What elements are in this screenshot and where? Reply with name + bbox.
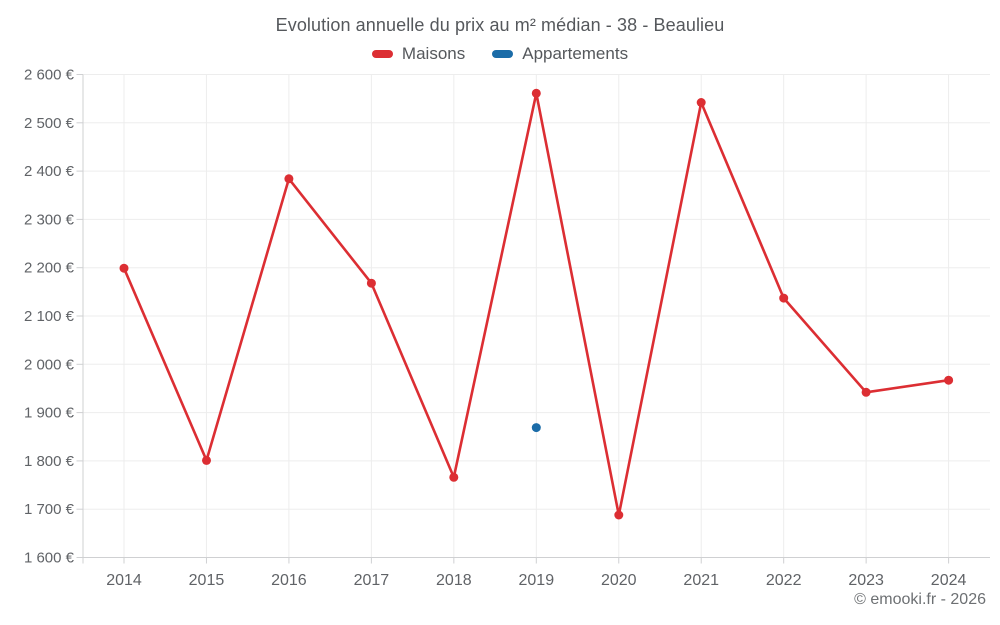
legend-label-maisons: Maisons [401,44,466,63]
data-point-maisons[interactable] [366,278,376,288]
y-tick-label: 2 400 € [24,163,75,180]
data-point-maisons[interactable] [696,98,706,107]
y-tick-label: 2 000 € [24,356,75,373]
x-tick-label: 2021 [683,572,719,589]
copyright-note: © emooki.fr - 2026 [854,591,986,608]
legend-swatch-maisons [371,50,393,58]
data-point-maisons[interactable] [779,293,789,303]
legend-item-maisons[interactable]: Maisons [371,44,466,64]
data-point-maisons[interactable] [449,472,459,482]
x-tick-label: 2022 [766,572,802,589]
legend-swatch-appartements [492,50,514,58]
y-tick-label: 2 600 € [24,67,75,84]
data-point-maisons[interactable] [614,510,624,520]
y-tick-label: 2 100 € [24,308,75,325]
x-tick-label: 2015 [189,572,225,589]
data-point-appartements[interactable] [531,423,541,433]
data-point-maisons[interactable] [944,375,954,385]
x-tick-label: 2024 [931,572,967,589]
y-tick-label: 2 200 € [24,260,75,277]
data-point-maisons[interactable] [284,174,294,184]
data-point-maisons[interactable] [531,88,541,98]
x-tick-label: 2017 [354,572,390,589]
y-tick-label: 2 500 € [24,115,75,132]
x-tick-label: 2016 [271,572,307,589]
legend-item-appartements[interactable]: Appartements [492,44,628,64]
x-tick-label: 2018 [436,572,472,589]
chart-title: Evolution annuelle du prix au m² médian … [275,15,725,35]
data-point-maisons[interactable] [119,263,129,273]
x-tick-label: 2019 [519,572,555,589]
chart-legend: Maisons Appartements [0,44,1000,64]
legend-label-appartements: Appartements [522,44,629,63]
x-tick-label: 2014 [106,572,142,589]
x-tick-label: 2020 [601,572,637,589]
y-tick-label: 1 800 € [24,453,75,470]
y-tick-label: 1 900 € [24,405,75,422]
data-point-maisons[interactable] [202,455,211,465]
data-point-maisons[interactable] [861,387,871,397]
y-tick-label: 1 600 € [24,550,75,567]
y-tick-label: 2 300 € [24,211,75,228]
y-tick-label: 1 700 € [24,501,75,518]
x-tick-label: 2023 [848,572,884,589]
